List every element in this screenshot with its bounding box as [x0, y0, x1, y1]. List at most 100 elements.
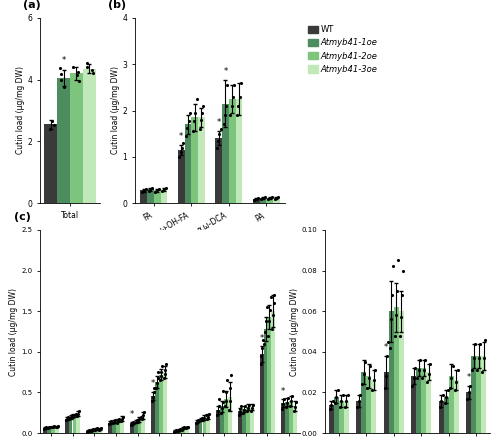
Bar: [138, 419, 141, 433]
Bar: [44, 125, 57, 203]
Bar: [112, 422, 116, 433]
Text: *: *: [216, 118, 221, 127]
Bar: [416, 368, 421, 433]
Bar: [293, 406, 297, 433]
Bar: [412, 376, 416, 433]
Bar: [108, 423, 112, 433]
Bar: [90, 430, 94, 433]
Bar: [191, 118, 198, 203]
Bar: [272, 311, 276, 433]
Bar: [266, 198, 273, 203]
Bar: [64, 419, 68, 433]
Bar: [194, 422, 198, 433]
Bar: [76, 414, 80, 433]
Bar: [216, 410, 220, 433]
Bar: [344, 400, 348, 433]
Bar: [260, 198, 266, 203]
Bar: [198, 118, 205, 203]
Bar: [334, 396, 339, 433]
Bar: [289, 400, 293, 433]
Bar: [384, 372, 389, 433]
Bar: [238, 411, 242, 433]
Bar: [47, 427, 51, 433]
Bar: [481, 356, 486, 433]
Bar: [476, 356, 481, 433]
Bar: [134, 422, 138, 433]
Bar: [371, 380, 376, 433]
Text: *: *: [151, 379, 156, 389]
Bar: [216, 138, 222, 203]
Bar: [224, 399, 228, 433]
Bar: [120, 419, 124, 433]
Bar: [250, 407, 254, 433]
Bar: [356, 400, 362, 433]
Bar: [264, 329, 268, 433]
Bar: [366, 376, 371, 433]
Bar: [362, 372, 366, 433]
Bar: [472, 356, 476, 433]
Bar: [273, 198, 280, 203]
Bar: [421, 368, 426, 433]
Bar: [159, 375, 163, 433]
Bar: [178, 150, 184, 203]
Bar: [439, 400, 444, 433]
Bar: [83, 69, 96, 203]
Bar: [236, 99, 242, 203]
Bar: [253, 199, 260, 203]
Bar: [206, 417, 210, 433]
Bar: [260, 354, 264, 433]
Bar: [282, 403, 286, 433]
Bar: [154, 191, 160, 203]
Y-axis label: Cutin load (µg/mg DW): Cutin load (µg/mg DW): [10, 287, 18, 376]
Bar: [426, 372, 431, 433]
Bar: [184, 427, 188, 433]
Bar: [147, 189, 154, 203]
Bar: [177, 430, 181, 433]
Bar: [70, 73, 83, 203]
Bar: [246, 407, 250, 433]
Bar: [339, 400, 344, 433]
Bar: [229, 99, 235, 203]
Legend: WT, Atmyb41-1oe, Atmyb41-2oe, Atmyb41-3oe: WT, Atmyb41-1oe, Atmyb41-2oe, Atmyb41-3o…: [304, 22, 381, 77]
Bar: [57, 78, 70, 203]
Bar: [130, 423, 134, 433]
Bar: [140, 191, 147, 203]
Bar: [398, 311, 404, 433]
Bar: [173, 431, 177, 433]
Bar: [51, 427, 54, 433]
Bar: [454, 380, 458, 433]
Bar: [86, 431, 90, 433]
Bar: [286, 402, 289, 433]
Y-axis label: Cutin load (µg/mg DW): Cutin load (µg/mg DW): [16, 66, 24, 155]
Text: (c): (c): [14, 212, 31, 222]
Bar: [242, 409, 246, 433]
Text: *: *: [224, 67, 228, 76]
Bar: [389, 311, 394, 433]
Bar: [449, 376, 454, 433]
Bar: [228, 396, 232, 433]
Text: (a): (a): [23, 0, 41, 10]
Text: (b): (b): [108, 0, 126, 10]
Text: *: *: [179, 132, 183, 141]
Bar: [43, 428, 47, 433]
Bar: [181, 428, 184, 433]
Bar: [466, 392, 471, 433]
Text: *: *: [466, 373, 471, 382]
Bar: [220, 406, 224, 433]
Bar: [202, 418, 206, 433]
Bar: [184, 125, 191, 203]
Bar: [94, 429, 98, 433]
Y-axis label: Cutin load (µg/mg DW): Cutin load (µg/mg DW): [290, 287, 299, 376]
Y-axis label: Cutin load (µg/mg DW): Cutin load (µg/mg DW): [110, 66, 120, 155]
Text: *: *: [281, 387, 285, 396]
Text: *: *: [384, 343, 388, 352]
Bar: [444, 396, 449, 433]
Bar: [163, 372, 167, 433]
Bar: [198, 419, 202, 433]
Text: *: *: [62, 56, 66, 65]
Bar: [72, 415, 76, 433]
Bar: [116, 420, 119, 433]
Bar: [98, 429, 102, 433]
Bar: [152, 396, 156, 433]
Text: *: *: [130, 410, 134, 419]
